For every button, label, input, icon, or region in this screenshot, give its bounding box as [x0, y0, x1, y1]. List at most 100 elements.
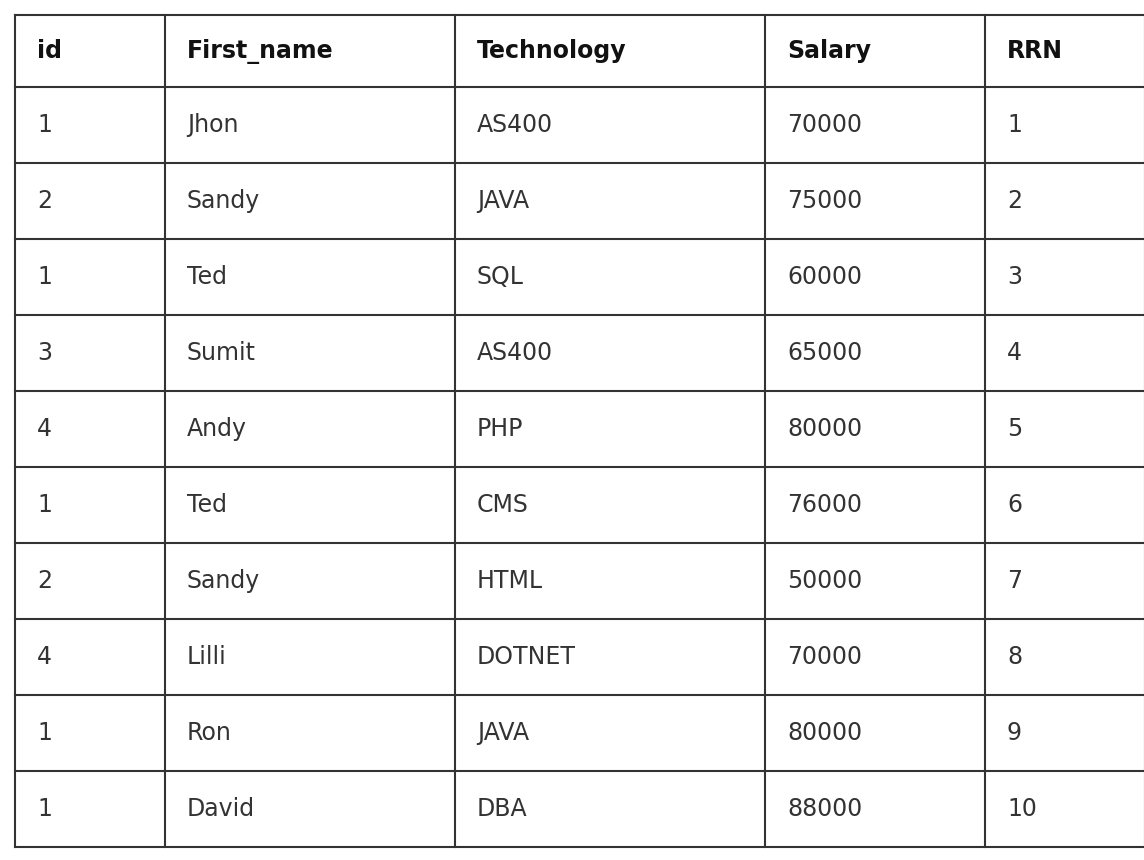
Text: AS400: AS400 [477, 341, 554, 365]
Bar [765, 87, 985, 163]
Bar [455, 619, 765, 695]
Bar [15, 239, 165, 315]
Bar [455, 543, 765, 619]
Text: Ron: Ron [186, 721, 232, 745]
Bar [765, 467, 985, 543]
Bar [15, 391, 165, 467]
Bar [455, 87, 765, 163]
Text: David: David [186, 797, 255, 821]
Text: 1: 1 [37, 113, 51, 137]
Bar [985, 771, 1144, 847]
Text: 76000: 76000 [787, 493, 861, 517]
Text: 2: 2 [1007, 189, 1022, 213]
Bar [165, 239, 455, 315]
Bar [165, 391, 455, 467]
Bar [15, 315, 165, 391]
Bar [985, 87, 1144, 163]
Bar [455, 391, 765, 467]
Text: 4: 4 [1007, 341, 1022, 365]
Bar [765, 771, 985, 847]
Text: First_name: First_name [186, 39, 334, 64]
Text: JAVA: JAVA [477, 189, 530, 213]
Text: DOTNET: DOTNET [477, 645, 575, 669]
Bar [15, 15, 165, 87]
Text: Ted: Ted [186, 493, 227, 517]
Bar [455, 15, 765, 87]
Text: PHP: PHP [477, 417, 523, 441]
Text: 8: 8 [1007, 645, 1022, 669]
Text: 2: 2 [37, 189, 51, 213]
Text: 1: 1 [37, 721, 51, 745]
Text: Technology: Technology [477, 39, 627, 63]
Text: Lilli: Lilli [186, 645, 227, 669]
Bar [765, 695, 985, 771]
Text: 50000: 50000 [787, 569, 863, 593]
Text: 1: 1 [37, 265, 51, 289]
Bar [15, 695, 165, 771]
Text: 3: 3 [1007, 265, 1022, 289]
Text: 75000: 75000 [787, 189, 863, 213]
Bar [985, 467, 1144, 543]
Bar [15, 543, 165, 619]
Bar [165, 315, 455, 391]
Text: DBA: DBA [477, 797, 527, 821]
Bar [985, 315, 1144, 391]
Bar [765, 543, 985, 619]
Bar [765, 619, 985, 695]
Bar [15, 619, 165, 695]
Bar [455, 163, 765, 239]
Bar [165, 87, 455, 163]
Bar [165, 15, 455, 87]
Text: Andy: Andy [186, 417, 247, 441]
Text: 10: 10 [1007, 797, 1036, 821]
Bar [165, 619, 455, 695]
Bar [455, 239, 765, 315]
Bar [165, 771, 455, 847]
Bar [165, 695, 455, 771]
Bar [455, 695, 765, 771]
Text: SQL: SQL [477, 265, 524, 289]
Bar [985, 543, 1144, 619]
Bar [15, 467, 165, 543]
Text: 4: 4 [37, 417, 51, 441]
Bar [765, 15, 985, 87]
Bar [455, 315, 765, 391]
Text: Ted: Ted [186, 265, 227, 289]
Bar [765, 163, 985, 239]
Text: 65000: 65000 [787, 341, 863, 365]
Bar [165, 163, 455, 239]
Text: Sandy: Sandy [186, 569, 260, 593]
Text: 1: 1 [37, 797, 51, 821]
Text: 3: 3 [37, 341, 51, 365]
Bar [455, 771, 765, 847]
Text: Jhon: Jhon [186, 113, 238, 137]
Text: 9: 9 [1007, 721, 1022, 745]
Text: 6: 6 [1007, 493, 1022, 517]
Text: 1: 1 [1007, 113, 1022, 137]
Text: HTML: HTML [477, 569, 543, 593]
Text: 80000: 80000 [787, 417, 863, 441]
Text: 4: 4 [37, 645, 51, 669]
Text: Sumit: Sumit [186, 341, 256, 365]
Bar [985, 239, 1144, 315]
Bar [15, 87, 165, 163]
Text: Salary: Salary [787, 39, 871, 63]
Text: 60000: 60000 [787, 265, 861, 289]
Bar [165, 543, 455, 619]
Bar [985, 163, 1144, 239]
Bar [985, 15, 1144, 87]
Text: Sandy: Sandy [186, 189, 260, 213]
Text: 2: 2 [37, 569, 51, 593]
Bar [765, 315, 985, 391]
Text: RRN: RRN [1007, 39, 1063, 63]
Text: CMS: CMS [477, 493, 529, 517]
Bar [15, 771, 165, 847]
Text: AS400: AS400 [477, 113, 554, 137]
Text: 80000: 80000 [787, 721, 863, 745]
Bar [165, 467, 455, 543]
Bar [985, 391, 1144, 467]
Bar [985, 619, 1144, 695]
Text: 70000: 70000 [787, 645, 861, 669]
Bar [765, 239, 985, 315]
Bar [765, 391, 985, 467]
